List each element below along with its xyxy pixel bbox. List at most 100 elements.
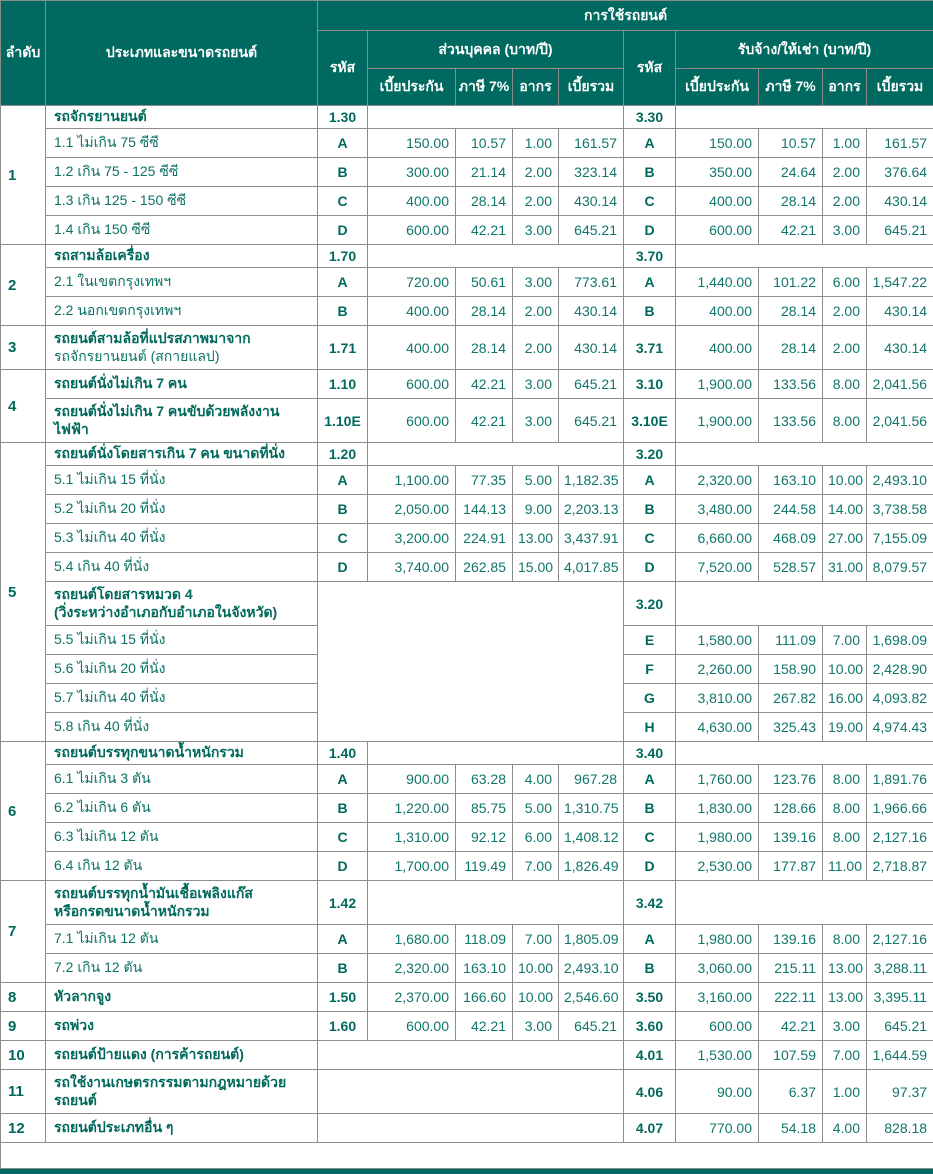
value-cell: 2,050.00: [368, 495, 456, 524]
value-cell: 350.00: [676, 158, 759, 187]
value-cell: 10.57: [456, 129, 513, 158]
vehicle-type-cell: 2.2 นอกเขตกรุงเทพฯ: [46, 297, 318, 326]
order-cell: 4: [1, 370, 46, 443]
value-cell: 8,079.57: [867, 553, 933, 582]
value-cell: 50.61: [456, 268, 513, 297]
value-cell: 42.21: [456, 1012, 513, 1041]
order-cell: 7: [1, 881, 46, 983]
vehicle-type-cell: 7.2 เกิน 12 ตัน: [46, 954, 318, 983]
code-cell: 4.01: [624, 1041, 676, 1070]
empty-cell: [368, 742, 624, 765]
value-cell: 1,220.00: [368, 794, 456, 823]
value-cell: 161.57: [559, 129, 624, 158]
empty-cell: [368, 106, 624, 129]
value-cell: 1,547.22: [867, 268, 933, 297]
code-cell: G: [624, 684, 676, 713]
order-cell: 9: [1, 1012, 46, 1041]
vehicle-type-cell: 6.1 ไม่เกิน 3 ตัน: [46, 765, 318, 794]
vehicle-type-cell: 5.6 ไม่เกิน 20 ที่นั่ง: [46, 655, 318, 684]
code-cell: 4.07: [624, 1114, 676, 1143]
value-cell: 267.82: [759, 684, 823, 713]
value-cell: 42.21: [759, 1012, 823, 1041]
value-cell: 97.37: [867, 1070, 933, 1114]
value-cell: 773.61: [559, 268, 624, 297]
empty-cell: [368, 443, 624, 466]
table-row: รถยนต์นั่งไม่เกิน 7 คนขับด้วยพลังงานไฟฟ้…: [1, 399, 933, 443]
col-header-vehicle-type: ประเภทและขนาดรถยนต์: [46, 1, 318, 106]
vehicle-type-cell: รถยนต์นั่งไม่เกิน 7 คนขับด้วยพลังงานไฟฟ้…: [46, 399, 318, 443]
code-cell: 1.50: [318, 983, 368, 1012]
code-cell: 1.30: [318, 106, 368, 129]
col-header-total-hire: เบี้ยรวม: [867, 69, 933, 106]
value-cell: 42.21: [456, 216, 513, 245]
value-cell: 77.35: [456, 466, 513, 495]
value-cell: 9.00: [513, 495, 559, 524]
value-cell: 133.56: [759, 370, 823, 399]
value-cell: 10.00: [513, 983, 559, 1012]
value-cell: 6,660.00: [676, 524, 759, 553]
col-header-hire-group: รับจ้าง/ให้เช่า (บาท/ปี): [676, 31, 933, 69]
value-cell: 3,437.91: [559, 524, 624, 553]
value-cell: 133.56: [759, 399, 823, 443]
value-cell: 2,530.00: [676, 852, 759, 881]
col-header-tax-hire: ภาษี 7%: [759, 69, 823, 106]
vehicle-type-cell: 5.3 ไม่เกิน 40 ที่นั่ง: [46, 524, 318, 553]
code-cell: B: [624, 495, 676, 524]
value-cell: 4.00: [513, 765, 559, 794]
col-header-personal-group: ส่วนบุคคล (บาท/ปี): [368, 31, 624, 69]
vehicle-type-cell: 5.7 ไม่เกิน 40 ที่นั่ง: [46, 684, 318, 713]
code-cell: C: [624, 524, 676, 553]
value-cell: 7,520.00: [676, 553, 759, 582]
value-cell: 150.00: [368, 129, 456, 158]
value-cell: 107.59: [759, 1041, 823, 1070]
value-cell: 10.57: [759, 129, 823, 158]
value-cell: 600.00: [368, 370, 456, 399]
value-cell: 1,680.00: [368, 925, 456, 954]
order-cell: 1: [1, 106, 46, 245]
value-cell: 3.00: [823, 216, 867, 245]
value-cell: 3.00: [513, 1012, 559, 1041]
value-cell: 262.85: [456, 553, 513, 582]
value-cell: 224.91: [456, 524, 513, 553]
code-cell: 1.10: [318, 370, 368, 399]
vehicle-type-cell: รถจักรยานยนต์: [46, 106, 318, 129]
empty-cell: [676, 106, 933, 129]
code-cell: D: [318, 852, 368, 881]
value-cell: 645.21: [559, 216, 624, 245]
value-cell: 2.00: [513, 297, 559, 326]
value-cell: 600.00: [368, 216, 456, 245]
code-cell: 3.50: [624, 983, 676, 1012]
value-cell: 7.00: [823, 626, 867, 655]
vehicle-type-cell: รถยนต์นั่งโดยสารเกิน 7 คน ขนาดที่นั่ง: [46, 443, 318, 466]
code-cell: 1.10E: [318, 399, 368, 443]
value-cell: 21.14: [456, 158, 513, 187]
value-cell: 1,182.35: [559, 466, 624, 495]
value-cell: 16.00: [823, 684, 867, 713]
value-cell: 325.43: [759, 713, 823, 742]
value-cell: 1,980.00: [676, 823, 759, 852]
code-cell: B: [318, 954, 368, 983]
value-cell: 2.00: [823, 158, 867, 187]
vehicle-type-cell: 5.5 ไม่เกิน 15 ที่นั่ง: [46, 626, 318, 655]
value-cell: 14.00: [823, 495, 867, 524]
value-cell: 430.14: [867, 297, 933, 326]
col-header-tax-personal: ภาษี 7%: [456, 69, 513, 106]
bottom-teal-band: [0, 1169, 933, 1174]
value-cell: 90.00: [676, 1070, 759, 1114]
col-header-duty-personal: อากร: [513, 69, 559, 106]
value-cell: 222.11: [759, 983, 823, 1012]
empty-cell: [368, 245, 624, 268]
value-cell: 1.00: [513, 129, 559, 158]
value-cell: 6.37: [759, 1070, 823, 1114]
value-cell: 4,630.00: [676, 713, 759, 742]
value-cell: 645.21: [559, 370, 624, 399]
